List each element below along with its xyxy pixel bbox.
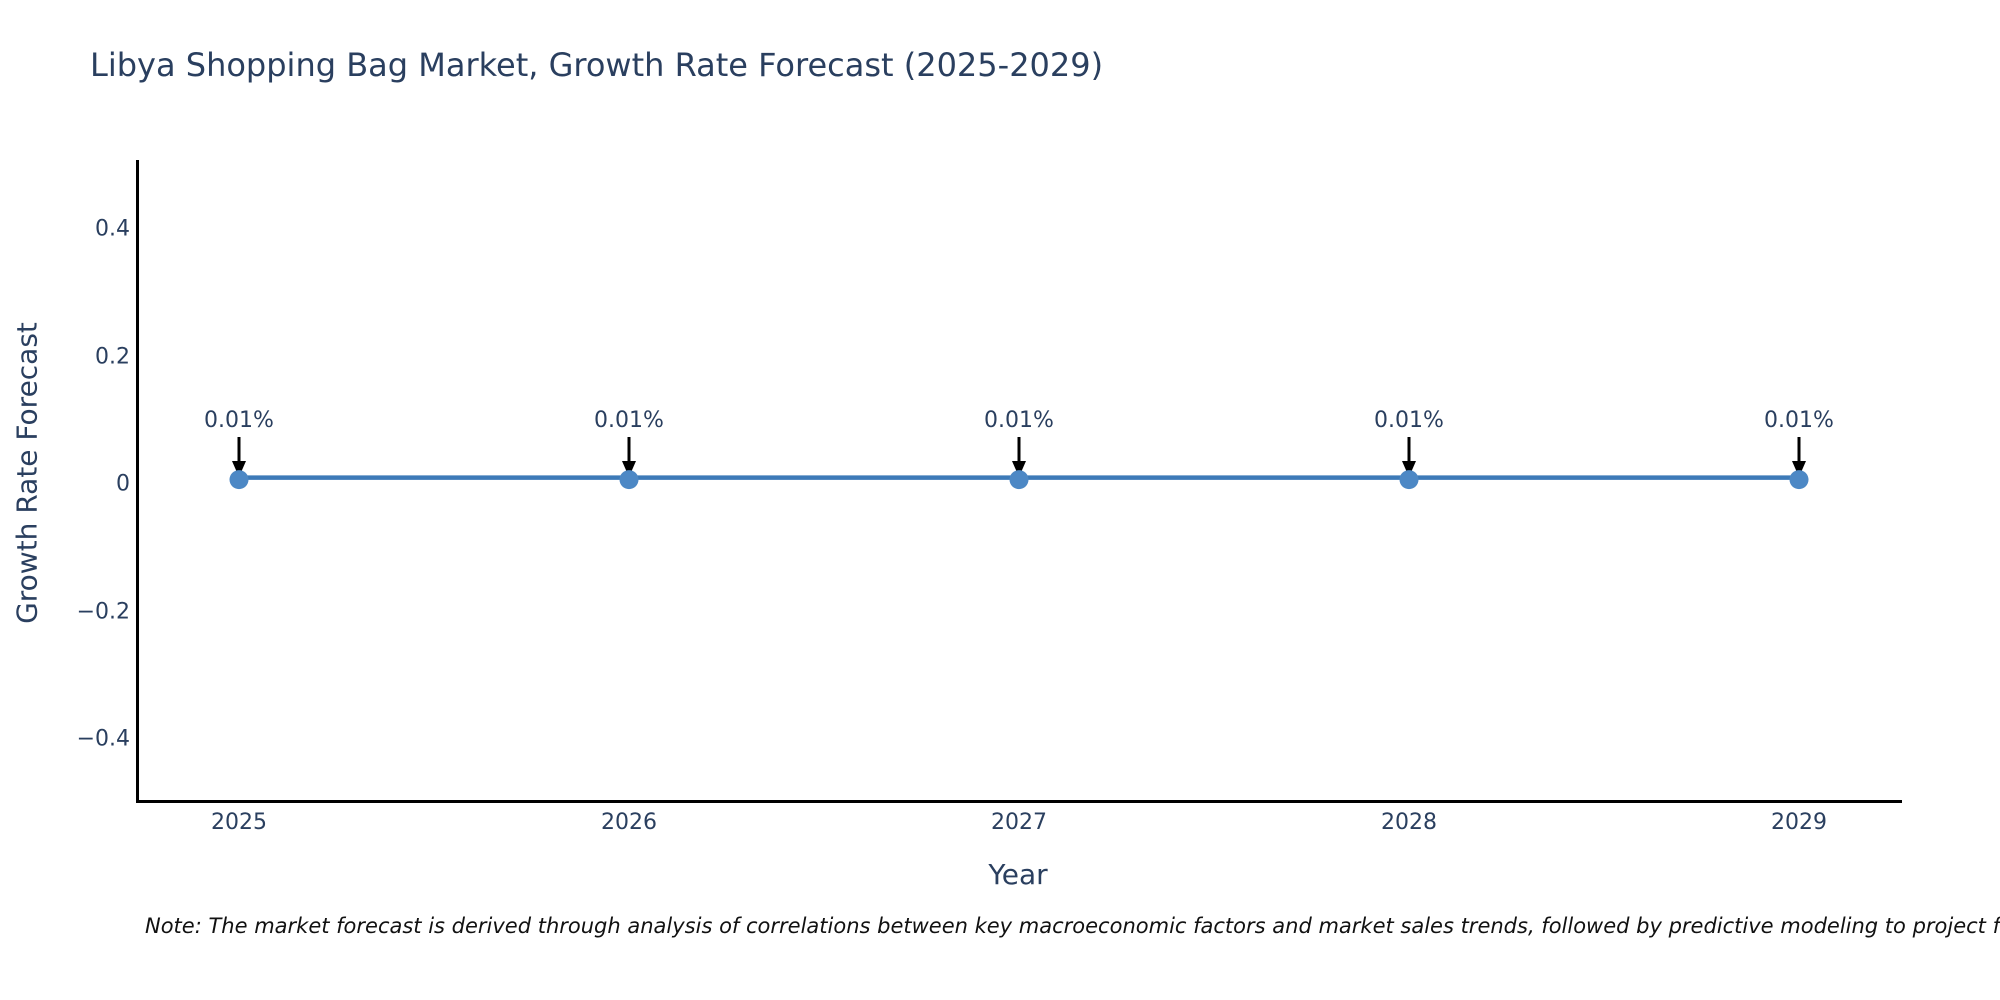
x-tick-label: 2029 [1771,810,1827,835]
annotation-arrowhead-icon [232,461,246,477]
annotation-arrowhead-icon [1402,461,1416,477]
y-tick-label: 0.4 [95,216,130,242]
annotation-arrowhead-icon [1012,461,1026,477]
x-axis-title: Year [988,858,1048,891]
annotation-value-label: 0.01% [1764,408,1834,433]
x-tick-label: 2028 [1381,810,1437,835]
y-tick-label: 0 [116,471,130,497]
x-tick-label: 2027 [991,810,1047,835]
data-point-marker [1399,470,1419,490]
annotation-value-label: 0.01% [594,408,664,433]
x-axis-line [136,800,1902,803]
data-point-marker [1009,470,1029,490]
y-tick-label: −0.2 [76,599,130,624]
y-axis-title: Growth Rate Forecast [10,322,44,624]
footnote: Note: The market forecast is derived thr… [145,914,2000,938]
annotation-value-label: 0.01% [204,408,274,433]
y-axis-line [136,160,139,803]
chart-title: Libya Shopping Bag Market, Growth Rate F… [90,46,1104,84]
data-point-marker [229,470,249,490]
y-tick-label: 0.2 [95,344,130,369]
data-point-marker [619,470,639,490]
data-point-marker [1789,470,1809,490]
x-tick-label: 2025 [211,810,267,835]
annotation-value-label: 0.01% [984,408,1054,433]
annotation-value-label: 0.01% [1374,408,1444,433]
y-tick-label: −0.4 [76,726,130,752]
x-tick-label: 2026 [601,810,657,835]
annotation-arrowhead-icon [1792,461,1806,477]
annotation-arrowhead-icon [622,461,636,477]
